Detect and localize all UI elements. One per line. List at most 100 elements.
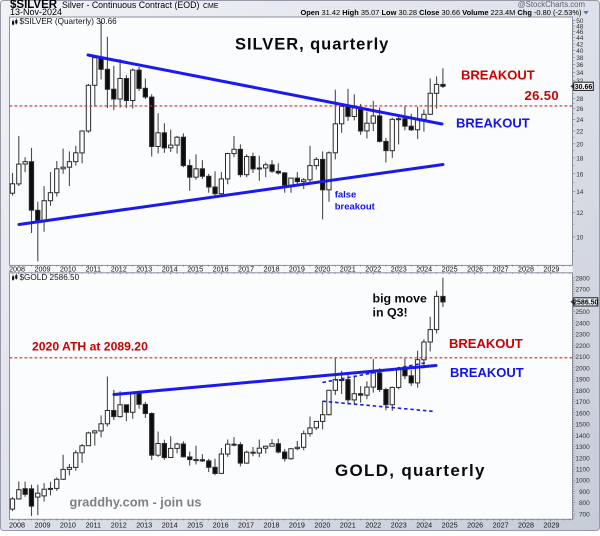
svg-text:800: 800	[579, 500, 590, 507]
svg-text:2016: 2016	[213, 521, 229, 530]
svg-text:2012: 2012	[111, 264, 127, 273]
svg-text:20: 20	[576, 141, 584, 148]
svg-text:18: 18	[576, 155, 584, 162]
svg-text:$SILVER: $SILVER	[10, 0, 58, 11]
svg-text:2019: 2019	[289, 264, 305, 273]
svg-text:2029: 2029	[543, 521, 559, 530]
svg-text:2200: 2200	[575, 343, 590, 350]
svg-text:13-Nov-2024: 13-Nov-2024	[10, 7, 62, 17]
svg-text:2028: 2028	[518, 264, 534, 273]
svg-text:2025: 2025	[442, 264, 458, 273]
svg-text:2013: 2013	[136, 264, 152, 273]
svg-text:2028: 2028	[518, 521, 534, 530]
svg-text:2009: 2009	[35, 521, 51, 530]
svg-text:BREAKOUT: BREAKOUT	[450, 365, 524, 380]
svg-text:48: 48	[576, 24, 584, 31]
svg-text:1600: 1600	[575, 410, 590, 417]
svg-text:2700: 2700	[575, 287, 590, 294]
svg-text:34: 34	[576, 70, 584, 77]
svg-text:2010: 2010	[60, 264, 76, 273]
svg-text:2023: 2023	[391, 521, 407, 530]
svg-text:@StockCharts.com: @StockCharts.com	[518, 0, 585, 9]
svg-text:SILVER, quarterly: SILVER, quarterly	[235, 36, 389, 54]
svg-text:24: 24	[576, 117, 584, 124]
svg-text:32: 32	[576, 78, 584, 85]
svg-text:Silver - Continuous Contract (: Silver - Continuous Contract (EOD)	[62, 0, 199, 10]
svg-text:breakout: breakout	[335, 201, 376, 212]
svg-text:big move: big move	[373, 292, 427, 306]
svg-text:900: 900	[579, 489, 590, 496]
svg-text:2300: 2300	[575, 332, 590, 339]
svg-text:2020: 2020	[314, 521, 330, 530]
svg-text:BREAKOUT: BREAKOUT	[456, 116, 530, 131]
svg-text:2029: 2029	[543, 264, 559, 273]
svg-text:2017: 2017	[238, 264, 254, 273]
svg-text:2009: 2009	[35, 264, 51, 273]
svg-text:2011: 2011	[86, 521, 101, 530]
svg-text:graddhy.com - join us: graddhy.com - join us	[70, 495, 202, 510]
svg-text:BREAKOUT: BREAKOUT	[461, 68, 535, 83]
svg-text:2012: 2012	[111, 521, 127, 530]
svg-text:2021: 2021	[340, 521, 356, 530]
svg-text:CME: CME	[203, 3, 219, 10]
svg-text:2026: 2026	[467, 264, 483, 273]
svg-text:2027: 2027	[493, 264, 509, 273]
svg-text:$GOLD 2586.50: $GOLD 2586.50	[20, 273, 80, 282]
svg-text:2008: 2008	[9, 521, 25, 530]
svg-text:2015: 2015	[187, 264, 203, 273]
svg-text:1400: 1400	[575, 433, 590, 440]
svg-text:Open 31.42 High 35.07 Low 30.2: Open 31.42 High 35.07 Low 30.28 Close 30…	[300, 8, 582, 17]
svg-text:2020 ATH at 2089.20: 2020 ATH at 2089.20	[32, 340, 148, 354]
svg-text:2000: 2000	[575, 365, 590, 372]
svg-text:2586.50: 2586.50	[573, 300, 598, 307]
svg-text:40: 40	[576, 48, 584, 55]
svg-text:2017: 2017	[238, 521, 254, 530]
svg-text:26.50: 26.50	[525, 88, 560, 103]
svg-text:2014: 2014	[162, 521, 178, 530]
svg-text:2024: 2024	[416, 521, 432, 530]
svg-text:36: 36	[576, 62, 584, 69]
svg-text:2013: 2013	[136, 521, 152, 530]
svg-text:2018: 2018	[264, 521, 280, 530]
svg-text:1700: 1700	[575, 399, 590, 406]
svg-text:2011: 2011	[86, 264, 101, 273]
svg-text:28: 28	[576, 96, 584, 103]
svg-text:2021: 2021	[340, 264, 356, 273]
svg-text:2020: 2020	[314, 264, 330, 273]
svg-text:44: 44	[576, 35, 584, 42]
svg-text:1100: 1100	[576, 467, 590, 474]
svg-text:false: false	[335, 189, 357, 200]
svg-text:26: 26	[576, 106, 584, 113]
svg-text:2018: 2018	[264, 264, 280, 273]
svg-text:30.66: 30.66	[575, 84, 593, 91]
svg-text:2014: 2014	[162, 264, 178, 273]
svg-text:2019: 2019	[289, 521, 305, 530]
svg-text:2025: 2025	[442, 521, 458, 530]
svg-text:1900: 1900	[575, 377, 590, 384]
svg-text:1200: 1200	[575, 455, 590, 462]
svg-text:14: 14	[576, 189, 584, 196]
svg-text:2008: 2008	[9, 264, 25, 273]
svg-text:700: 700	[579, 512, 590, 519]
svg-text:GOLD, quarterly: GOLD, quarterly	[335, 461, 486, 480]
svg-text:10: 10	[576, 235, 584, 242]
svg-text:22: 22	[576, 129, 584, 136]
svg-text:2500: 2500	[575, 309, 590, 316]
svg-text:$SILVER (Quarterly) 30.66: $SILVER (Quarterly) 30.66	[20, 17, 118, 26]
svg-text:1800: 1800	[575, 388, 590, 395]
svg-text:42: 42	[576, 42, 584, 49]
svg-text:2023: 2023	[391, 264, 407, 273]
svg-text:2016: 2016	[213, 264, 229, 273]
svg-text:2026: 2026	[467, 521, 483, 530]
svg-text:2022: 2022	[365, 264, 381, 273]
svg-text:2100: 2100	[575, 354, 590, 361]
svg-text:50: 50	[576, 18, 584, 25]
svg-text:2010: 2010	[60, 521, 76, 530]
svg-text:BREAKOUT: BREAKOUT	[449, 336, 523, 351]
svg-text:1500: 1500	[575, 422, 590, 429]
svg-text:1300: 1300	[575, 444, 590, 451]
svg-text:46: 46	[576, 29, 584, 36]
svg-text:in Q3!: in Q3!	[373, 306, 408, 320]
svg-text:2400: 2400	[575, 320, 590, 327]
svg-text:2022: 2022	[365, 521, 381, 530]
